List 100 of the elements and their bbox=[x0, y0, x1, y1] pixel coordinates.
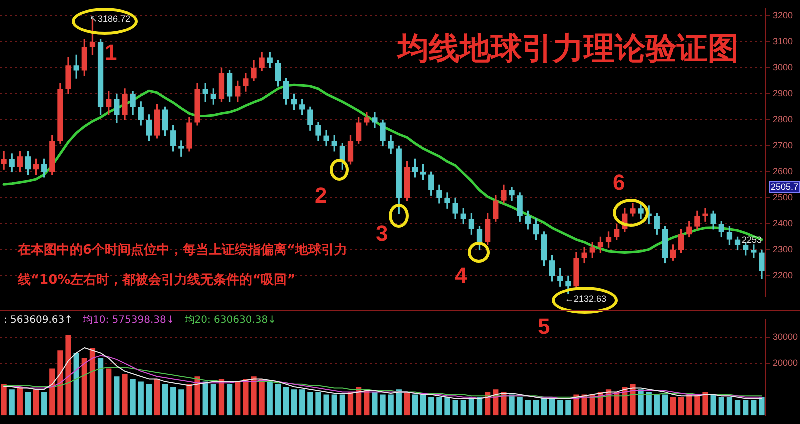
bar bbox=[194, 376, 200, 416]
y-tick-label: 2700 bbox=[773, 140, 794, 151]
bar bbox=[283, 387, 290, 416]
bar bbox=[90, 348, 96, 416]
y-tick-label: 20000 bbox=[773, 358, 798, 368]
bar bbox=[710, 394, 716, 416]
bar bbox=[114, 376, 120, 416]
bar bbox=[9, 390, 15, 416]
candlestick bbox=[178, 140, 184, 157]
bar bbox=[558, 400, 564, 416]
text: 2505.7 bbox=[769, 181, 800, 193]
annotation: ↖3186.72 bbox=[90, 14, 131, 24]
bar bbox=[734, 400, 741, 416]
bar bbox=[186, 384, 192, 416]
y-tick-label: 3200 bbox=[773, 10, 794, 21]
bar bbox=[630, 384, 636, 416]
candlestick bbox=[702, 208, 708, 222]
annotation: 2253 bbox=[742, 235, 762, 245]
bar bbox=[452, 400, 458, 416]
bar bbox=[251, 376, 257, 416]
y-tick-label: 2400 bbox=[773, 218, 794, 229]
bar bbox=[170, 387, 176, 416]
bar bbox=[138, 382, 144, 416]
bar bbox=[106, 368, 112, 416]
bar bbox=[98, 358, 104, 416]
bar bbox=[74, 353, 80, 416]
annotation: ←2132.63 bbox=[565, 294, 607, 304]
bar bbox=[388, 394, 394, 416]
bar bbox=[670, 397, 676, 416]
bar bbox=[638, 390, 644, 416]
bar bbox=[694, 394, 700, 416]
annotation: 在本图中的6个时间点位中，每当上证综指偏离“地球引力线“10%左右时，都被会引力线无条件的“吸回” bbox=[18, 242, 348, 290]
y-tick-label: 30000 bbox=[773, 332, 798, 342]
bar bbox=[517, 397, 523, 416]
bar bbox=[259, 379, 265, 416]
bar bbox=[66, 335, 72, 416]
bar bbox=[380, 394, 386, 416]
bar bbox=[1, 384, 7, 416]
bar bbox=[566, 400, 572, 416]
bar bbox=[718, 397, 724, 416]
bar bbox=[300, 390, 306, 416]
text: 均10: 575398.38↓ bbox=[83, 315, 175, 326]
bar bbox=[412, 394, 418, 416]
bar bbox=[751, 400, 757, 416]
bar bbox=[130, 379, 136, 416]
bar bbox=[33, 390, 40, 416]
text: : 563609.63↑ bbox=[4, 315, 74, 326]
bar bbox=[122, 374, 128, 416]
bar bbox=[476, 397, 483, 416]
bar bbox=[243, 379, 249, 416]
bar bbox=[501, 392, 507, 416]
bar bbox=[324, 394, 330, 416]
text: 均线地球引力理论验证图 bbox=[398, 30, 739, 69]
annotation: 6 bbox=[613, 170, 626, 196]
bar bbox=[308, 392, 314, 416]
bar bbox=[436, 397, 442, 416]
bar bbox=[235, 382, 241, 416]
annotation: 3 bbox=[376, 221, 388, 247]
bar bbox=[267, 382, 273, 416]
y-tick-label: 3100 bbox=[773, 36, 794, 47]
annotation: 1 bbox=[105, 40, 118, 66]
bar bbox=[726, 397, 733, 416]
bar bbox=[509, 394, 515, 416]
y-tick-label: 2300 bbox=[773, 244, 794, 255]
y-tick-label: 2200 bbox=[773, 270, 794, 281]
bar bbox=[759, 397, 765, 416]
bar bbox=[444, 397, 450, 416]
bar bbox=[662, 394, 668, 416]
bar bbox=[226, 384, 233, 416]
bar bbox=[533, 400, 540, 416]
bar bbox=[17, 387, 23, 416]
bar bbox=[372, 392, 378, 416]
bar bbox=[291, 390, 298, 416]
y-tick-label: 2500 bbox=[773, 192, 794, 203]
bar bbox=[686, 394, 692, 416]
bar bbox=[210, 384, 216, 416]
text: 均20: 630630.38↓ bbox=[184, 315, 276, 326]
bar bbox=[340, 394, 346, 416]
bar bbox=[743, 400, 749, 416]
bar bbox=[275, 384, 281, 416]
bar bbox=[162, 384, 168, 416]
bar bbox=[58, 350, 64, 416]
bar bbox=[178, 390, 184, 416]
bar bbox=[646, 392, 652, 416]
bar bbox=[50, 368, 56, 416]
bar bbox=[396, 390, 402, 416]
bar bbox=[218, 379, 225, 416]
bar bbox=[678, 397, 684, 416]
bar bbox=[460, 400, 466, 416]
bar bbox=[428, 397, 434, 416]
annotation: 2 bbox=[315, 183, 328, 209]
bar bbox=[654, 394, 660, 416]
bar bbox=[332, 394, 338, 416]
y-tick-label: 2900 bbox=[773, 88, 794, 99]
y-tick-label: 3000 bbox=[773, 62, 794, 73]
bar bbox=[316, 392, 322, 416]
bar bbox=[42, 392, 48, 416]
bar bbox=[404, 392, 410, 416]
bar bbox=[348, 392, 354, 416]
y-tick-label: 2800 bbox=[773, 114, 794, 125]
